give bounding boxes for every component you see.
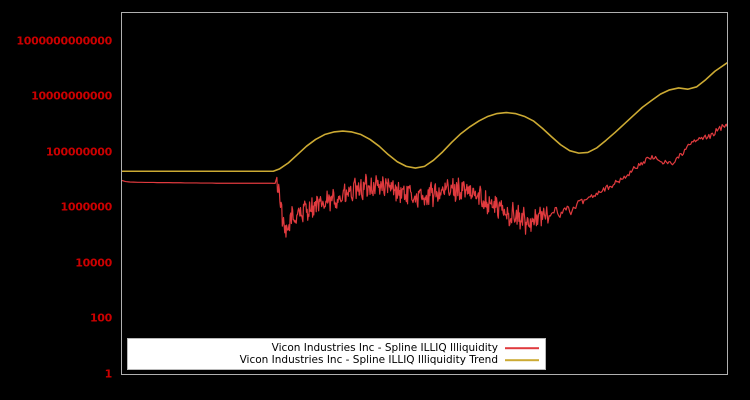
legend-item-label: Vicon Industries Inc - Spline ILLIQ Illi… xyxy=(271,342,498,354)
series-line xyxy=(122,123,727,238)
plot-area xyxy=(121,12,728,375)
y-axis-tick-label: 100000000 xyxy=(45,145,112,159)
y-axis-tick-label: 1 xyxy=(104,367,113,381)
y-axis-tick-label: 10000000000 xyxy=(31,89,112,103)
series-line xyxy=(122,62,727,173)
legend-color-swatch xyxy=(505,355,539,365)
y-axis-tick-labels: 1 100 10000 1000000 100000000 10000000000 1000… xyxy=(0,0,121,400)
legend-item[interactable]: Vicon Industries Inc - Spline ILLIQ Illi… xyxy=(134,354,539,366)
y-axis-tick-label: 10000 xyxy=(75,256,112,270)
legend-item-label: Vicon Industries Inc - Spline ILLIQ Illi… xyxy=(239,354,498,366)
legend-item[interactable]: Vicon Industries Inc - Spline ILLIQ Illi… xyxy=(134,342,539,354)
y-axis-tick-label: 1000000000000 xyxy=(16,34,112,48)
legend-color-swatch xyxy=(505,343,539,353)
plot-svg xyxy=(122,62,727,238)
y-axis-tick-label: 100 xyxy=(89,311,112,325)
y-axis-tick-label: 1000000 xyxy=(60,200,113,214)
chart-legend: Vicon Industries Inc - Spline ILLIQ Illi… xyxy=(127,338,546,370)
